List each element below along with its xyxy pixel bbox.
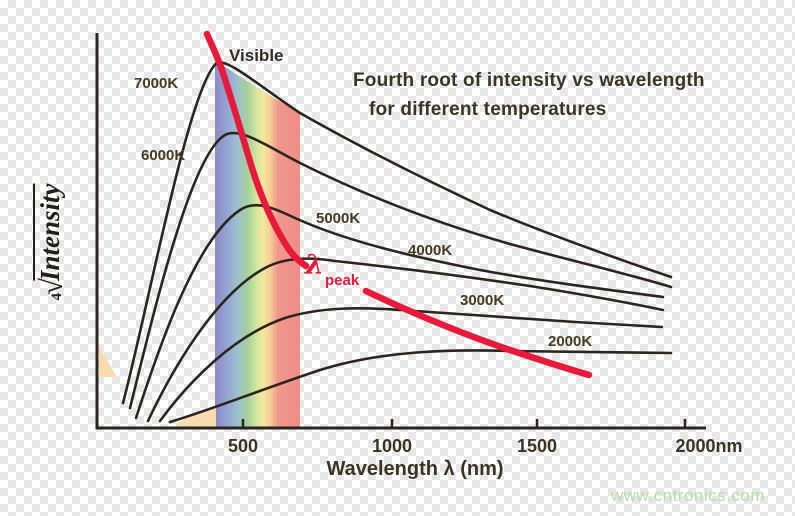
curve-label-3000k: 3000K (460, 292, 505, 309)
curve-2000k (168, 349, 673, 424)
x-tick-label-2000nm: 2000nm (675, 436, 743, 456)
x-tick-label-1500: 1500 (516, 436, 558, 456)
chart-title-line1: Fourth root of intensity vs wavelength (353, 70, 705, 91)
watermark-text: www.cntronics.com (611, 486, 765, 505)
curve-4000k (146, 257, 665, 423)
lambda-peak-symbol: λ (305, 250, 324, 281)
lambda-peak-curve (203, 30, 593, 379)
curve-label-7000k: 7000K (134, 75, 179, 92)
under-curve-fill-left (99, 346, 117, 377)
curve-label-5000k: 5000K (316, 210, 361, 227)
curve-5000k (134, 203, 665, 420)
x-axis-ticks (241, 419, 687, 429)
lambda-peak-curve-lower (362, 287, 593, 379)
lambda-peak-curve-upper (203, 30, 310, 270)
x-tick-label-500: 500 (227, 436, 259, 456)
visible-spectrum-band (215, 62, 300, 427)
y-axis-radical-sign: √ (34, 278, 69, 296)
chart-title-line2: for different temperatures (369, 99, 607, 120)
under-curve-fill-origin (176, 407, 216, 427)
curve-label-6000k: 6000K (141, 147, 186, 164)
x-tick-label-1000: 1000 (371, 436, 413, 456)
lambda-peak-subscript: peak (325, 272, 360, 289)
curve-6000k (128, 131, 673, 410)
visible-band-label: Visible (229, 46, 284, 65)
axes-lines (95, 33, 706, 430)
y-axis-title: 4√Intensity (33, 183, 70, 301)
curve-label-2000k: 2000K (548, 333, 593, 350)
y-axis-label-text: Intensity (33, 183, 65, 282)
curve-label-4000k: 4000K (408, 242, 453, 259)
curve-7000k (121, 60, 673, 405)
x-axis-title: Wavelength λ (nm) (326, 458, 504, 480)
